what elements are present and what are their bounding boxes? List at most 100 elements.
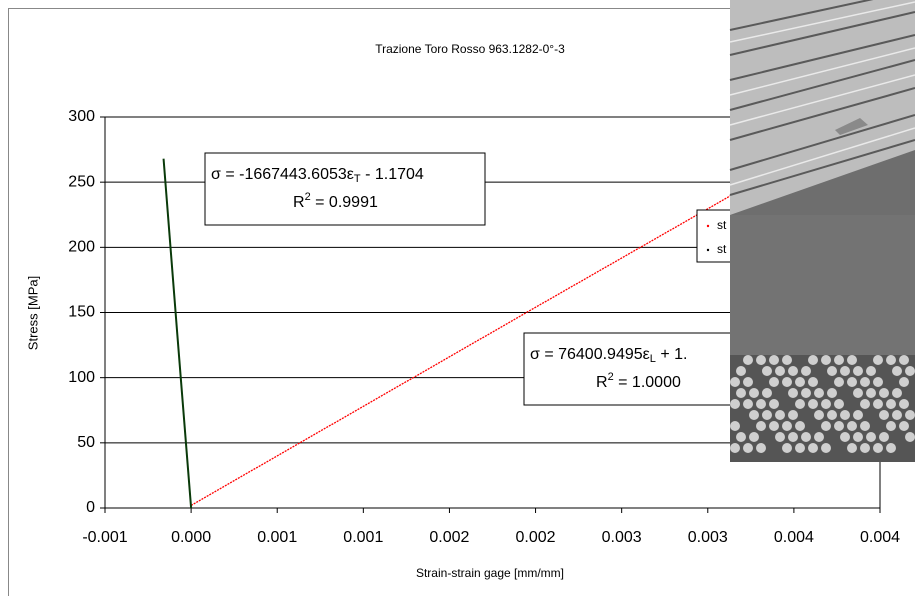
fiber <box>853 432 863 442</box>
x-tick-label: -0.001 <box>82 529 127 546</box>
fiber <box>821 443 831 453</box>
fiber <box>749 388 759 398</box>
fiber <box>860 399 870 409</box>
fiber <box>795 421 805 431</box>
fiber <box>795 443 805 453</box>
fiber <box>840 432 850 442</box>
fiber <box>808 355 818 365</box>
fiber <box>730 421 740 431</box>
fiber <box>788 366 798 376</box>
fiber <box>743 355 753 365</box>
fiber <box>782 443 792 453</box>
y-tick-label: 250 <box>68 173 95 190</box>
fiber <box>899 377 909 387</box>
y-tick-label: 50 <box>77 434 95 451</box>
fiber <box>847 377 857 387</box>
fiber <box>847 355 857 365</box>
fiber <box>736 366 746 376</box>
fiber <box>886 399 896 409</box>
x-tick-label: 0.001 <box>257 529 297 546</box>
fiber <box>756 355 766 365</box>
fiber <box>899 399 909 409</box>
fiber <box>899 421 909 431</box>
fiber <box>853 366 863 376</box>
fiber <box>743 377 753 387</box>
fiber <box>847 421 857 431</box>
equation-part: σ = 76400.9495ε <box>530 346 650 363</box>
y-tick-label: 200 <box>68 239 95 256</box>
r2-part: 2 <box>608 371 614 383</box>
fiber <box>736 388 746 398</box>
fiber <box>749 432 759 442</box>
fiber <box>879 432 889 442</box>
equation-part: L <box>650 353 656 365</box>
fiber <box>866 388 876 398</box>
y-tick-label: 300 <box>68 108 95 125</box>
fiber <box>743 399 753 409</box>
fiber <box>769 399 779 409</box>
fiber <box>879 410 889 420</box>
fiber <box>853 410 863 420</box>
fiber <box>801 366 811 376</box>
fiber <box>905 366 915 376</box>
fiber <box>853 388 863 398</box>
r2-part: 2 <box>305 191 311 203</box>
fiber <box>905 410 915 420</box>
annotation-equation: σ = 76400.9495εL + 1. <box>530 346 687 365</box>
fiber <box>866 366 876 376</box>
fiber <box>873 377 883 387</box>
x-axis-label: Strain-strain gage [mm/mm] <box>416 566 564 580</box>
y-tick-label: 150 <box>68 304 95 321</box>
annotation-box <box>523 332 745 406</box>
fiber <box>775 410 785 420</box>
series-line <box>190 181 755 506</box>
fiber <box>801 432 811 442</box>
fiber <box>866 432 876 442</box>
fiber <box>788 388 798 398</box>
fiber <box>827 366 837 376</box>
annotation-equation: σ = -1667443.6053εT - 1.1704 <box>211 166 424 185</box>
r2-part: R <box>293 194 305 211</box>
fiber <box>775 432 785 442</box>
x-tick-label: 0.002 <box>429 529 469 546</box>
fiber <box>834 377 844 387</box>
equation-part: + 1. <box>656 346 688 363</box>
equation-part: T <box>354 173 361 185</box>
fiber <box>814 432 824 442</box>
x-tick-label: 0.003 <box>602 529 642 546</box>
annotations: σ = -1667443.6053εT - 1.1704 R2 = 0.9991 σ… <box>204 152 745 406</box>
series-line <box>162 158 193 509</box>
fiber <box>899 355 909 365</box>
fiber <box>762 388 772 398</box>
fiber <box>860 377 870 387</box>
fiber <box>756 399 766 409</box>
chart-title: Trazione Toro Rosso 963.1282-0°-3 <box>375 42 565 56</box>
fiber <box>860 443 870 453</box>
fiber <box>879 388 889 398</box>
fiber <box>795 377 805 387</box>
fiber <box>834 399 844 409</box>
legend-label: st <box>717 218 727 232</box>
fiber <box>788 432 798 442</box>
fiber <box>873 443 883 453</box>
fiber <box>886 443 896 453</box>
fiber <box>782 421 792 431</box>
fiber <box>749 410 759 420</box>
equation-part: - 1.1704 <box>361 166 424 183</box>
annotation-box <box>204 152 486 226</box>
x-tick-label: 0.001 <box>343 529 383 546</box>
x-tick-label: 0.002 <box>516 529 556 546</box>
fiber <box>782 355 792 365</box>
annotation-r2: R2 = 0.9991 <box>293 191 378 211</box>
fiber <box>736 432 746 442</box>
fiber <box>814 410 824 420</box>
fiber <box>730 443 740 453</box>
fiber <box>756 443 766 453</box>
fiber <box>814 388 824 398</box>
fiber <box>775 366 785 376</box>
legend-marker <box>706 224 710 228</box>
y-tick-label: 100 <box>68 369 95 386</box>
fiber <box>821 355 831 365</box>
fiber <box>834 355 844 365</box>
x-tick-label: 0.004 <box>860 529 900 546</box>
